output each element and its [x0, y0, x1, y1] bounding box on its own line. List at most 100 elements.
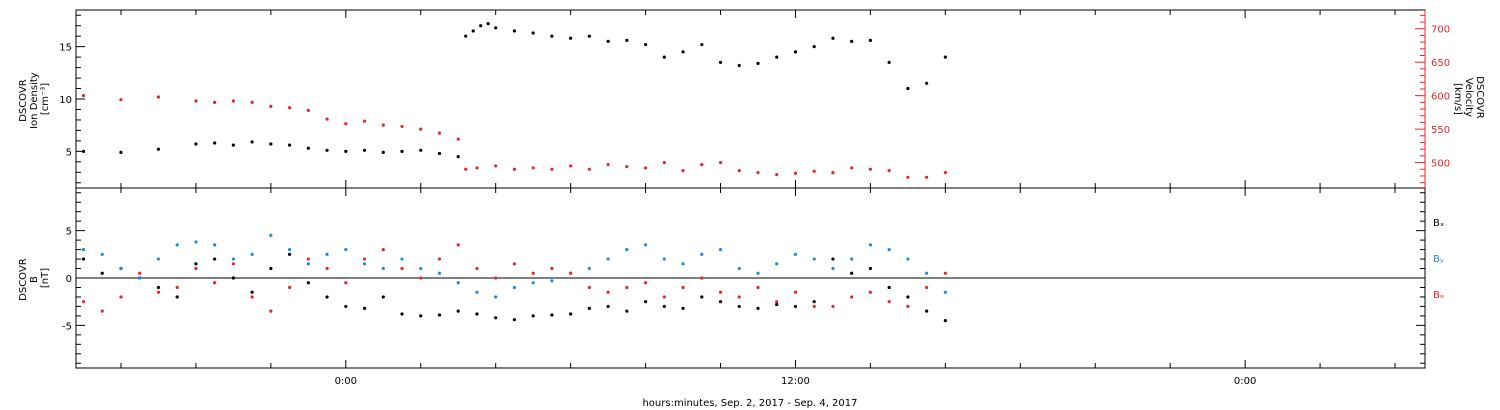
velocity-tick-label: 650 [1431, 58, 1450, 69]
plasma-panel-frame [75, 9, 1426, 189]
by-point [419, 266, 423, 271]
density-point [213, 141, 217, 145]
bz-point [681, 285, 685, 290]
velocity-point [625, 164, 629, 169]
bx-point [231, 276, 235, 280]
bz-point [868, 290, 873, 294]
bx-point [793, 304, 798, 309]
legend-bx: Bₓ [1433, 218, 1444, 229]
velocity-point [831, 171, 835, 175]
bz-point [531, 271, 535, 275]
density-point [625, 38, 629, 42]
velocity-point [156, 95, 161, 99]
by-point [175, 243, 179, 247]
density-point [194, 142, 198, 146]
by-point [906, 257, 910, 261]
velocity-point [793, 171, 798, 175]
by-point [306, 262, 310, 266]
bx-point [81, 257, 86, 261]
velocity-point [550, 167, 554, 171]
density-point [587, 34, 591, 38]
bz-point [194, 266, 198, 271]
b-axis-label: DSCOVR B [nT] [18, 255, 51, 301]
by-point [662, 257, 666, 261]
by-point [213, 243, 217, 247]
velocity-point [887, 169, 891, 173]
bz-point [756, 285, 760, 290]
bz-point [81, 300, 86, 304]
bx-point [587, 306, 591, 310]
bx-point [868, 266, 873, 271]
by-point [381, 266, 385, 271]
by-point [400, 257, 404, 261]
by-point [793, 252, 798, 256]
bz-point [643, 281, 648, 285]
velocity-tick-label: 500 [1431, 159, 1450, 170]
density-point [250, 140, 254, 144]
density-axis-label: DSCOVR Ion Density [cm⁻³] [18, 69, 51, 129]
bz-point [625, 285, 629, 290]
bx-point [531, 314, 535, 318]
velocity-point [643, 166, 648, 170]
bx-point [306, 281, 310, 285]
density-point [381, 150, 385, 154]
bz-point [512, 262, 517, 266]
velocity-point [400, 124, 404, 129]
bz-point [700, 276, 704, 280]
bx-point [175, 295, 179, 299]
density-point [868, 38, 873, 42]
density-point [287, 143, 292, 147]
velocity-point [119, 98, 123, 102]
by-point [606, 257, 610, 261]
bz-point [456, 243, 460, 247]
by-point [362, 262, 367, 266]
bx-point [100, 271, 104, 275]
density-point [156, 147, 161, 151]
density-point [737, 63, 741, 68]
by-point [887, 247, 891, 252]
velocity-point [925, 175, 929, 179]
bz-point [831, 304, 835, 309]
density-point [437, 151, 442, 156]
bz-point [906, 304, 910, 309]
by-point [756, 271, 760, 275]
bz-point [437, 257, 442, 261]
by-point [325, 252, 329, 256]
by-point [156, 257, 161, 261]
bz-point [156, 290, 161, 294]
bz-point [887, 300, 891, 304]
by-point [550, 279, 554, 283]
by-point [943, 290, 947, 294]
legend-bz: Bₔ [1433, 290, 1444, 301]
x-tick-label: 12:00 [781, 376, 810, 387]
velocity-point [437, 131, 442, 135]
bx-point [194, 262, 198, 266]
velocity-point [306, 108, 310, 112]
density-point [831, 36, 835, 40]
bx-point [718, 300, 723, 304]
density-point [306, 146, 310, 150]
bz-point [119, 295, 123, 299]
density-point [471, 29, 475, 33]
by-point [718, 247, 723, 252]
by-point [775, 262, 779, 266]
velocity-point [943, 171, 947, 175]
density-point [479, 24, 483, 28]
bx-point [850, 271, 854, 275]
by-point [194, 240, 198, 244]
density-point [850, 39, 854, 44]
density-point [464, 34, 468, 38]
velocity-point [475, 166, 479, 170]
velocity-point [325, 117, 329, 121]
bz-point [325, 266, 329, 271]
by-point [287, 247, 292, 252]
bx-point [287, 252, 292, 256]
velocity-tick-label: 600 [1431, 92, 1450, 103]
by-point [681, 262, 685, 266]
velocity-point [344, 122, 348, 126]
by-point [700, 252, 704, 256]
density-point [756, 61, 760, 65]
by-point [456, 281, 460, 285]
bx-point [906, 295, 910, 299]
velocity-point [231, 99, 235, 103]
